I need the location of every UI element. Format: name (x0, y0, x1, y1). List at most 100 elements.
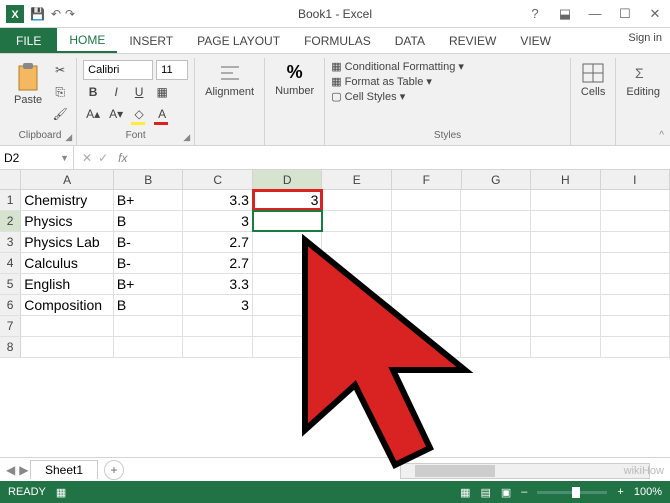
cell[interactable] (601, 337, 670, 357)
cell[interactable]: B (114, 295, 184, 315)
row-header[interactable]: 3 (0, 232, 21, 252)
tab-insert[interactable]: INSERT (117, 28, 185, 53)
font-color-icon[interactable]: A (152, 104, 172, 124)
copy-icon[interactable]: ⎘ (50, 82, 70, 102)
cell[interactable] (531, 253, 601, 273)
help-icon[interactable]: ? (520, 0, 550, 28)
tab-data[interactable]: DATA (383, 28, 437, 53)
sheet-tab[interactable]: Sheet1 (30, 460, 98, 479)
tab-review[interactable]: REVIEW (437, 28, 508, 53)
cell[interactable]: 3.3 (183, 190, 253, 210)
font-name-select[interactable] (83, 60, 153, 80)
font-size-select[interactable] (156, 60, 188, 80)
cell[interactable] (322, 295, 392, 315)
undo-icon[interactable]: ↶ (51, 7, 61, 21)
cell[interactable] (601, 190, 670, 210)
cells-button[interactable]: Cells (577, 60, 609, 100)
cell[interactable] (461, 211, 531, 231)
cell[interactable] (601, 316, 670, 336)
cell[interactable]: 3 (183, 211, 253, 231)
fx-icon[interactable]: fx (114, 151, 127, 165)
cell[interactable] (601, 232, 670, 252)
tab-page-layout[interactable]: PAGE LAYOUT (185, 28, 292, 53)
cell[interactable] (461, 253, 531, 273)
ribbon-display-icon[interactable]: ⬓ (550, 0, 580, 28)
redo-icon[interactable]: ↷ (65, 7, 75, 21)
col-header[interactable]: G (462, 170, 532, 189)
cell[interactable]: B- (114, 232, 184, 252)
tab-file[interactable]: FILE (0, 28, 57, 53)
col-header[interactable]: A (21, 170, 114, 189)
view-pagebreak-icon[interactable]: ▣ (501, 486, 511, 499)
cell[interactable]: 3.3 (183, 274, 253, 294)
conditional-formatting-button[interactable]: ▦ Conditional Formatting ▾ (331, 60, 564, 73)
row-header[interactable]: 1 (0, 190, 21, 210)
cell[interactable] (461, 232, 531, 252)
chevron-down-icon[interactable]: ▼ (60, 153, 69, 163)
cell[interactable] (21, 337, 114, 357)
col-header[interactable]: H (531, 170, 601, 189)
cell[interactable] (531, 211, 601, 231)
paste-button[interactable]: Paste (10, 60, 46, 108)
cell[interactable] (253, 274, 323, 294)
cell[interactable] (114, 316, 184, 336)
cell[interactable] (392, 274, 462, 294)
cell[interactable]: Physics (21, 211, 114, 231)
row-header[interactable]: 7 (0, 316, 21, 336)
tab-view[interactable]: VIEW (508, 28, 563, 53)
maximize-icon[interactable]: ☐ (610, 0, 640, 28)
cell[interactable] (253, 232, 323, 252)
cell[interactable] (531, 274, 601, 294)
collapse-ribbon-icon[interactable]: ^ (659, 130, 664, 141)
col-header[interactable]: D (253, 170, 323, 189)
name-box[interactable]: D2▼ (0, 146, 74, 169)
decrease-font-icon[interactable]: A▾ (106, 104, 126, 124)
row-header[interactable]: 2 (0, 211, 21, 231)
sheet-nav-prev-icon[interactable]: ◀ (6, 463, 15, 477)
clipboard-launcher-icon[interactable]: ◢ (65, 132, 72, 143)
cell[interactable] (461, 316, 531, 336)
cell[interactable]: 3 (183, 295, 253, 315)
col-header[interactable]: I (601, 170, 670, 189)
cell[interactable] (114, 337, 184, 357)
cell[interactable] (183, 316, 253, 336)
cell[interactable] (322, 316, 392, 336)
cell[interactable] (322, 232, 392, 252)
cell[interactable] (531, 337, 601, 357)
row-header[interactable]: 6 (0, 295, 21, 315)
cell[interactable] (253, 316, 323, 336)
cell[interactable] (253, 253, 323, 273)
underline-button[interactable]: U (129, 82, 149, 102)
editing-button[interactable]: Σ Editing (622, 60, 664, 100)
formula-input[interactable] (135, 146, 670, 169)
cell[interactable] (461, 190, 531, 210)
cell[interactable] (461, 295, 531, 315)
cell[interactable]: B+ (114, 274, 184, 294)
cell[interactable] (322, 337, 392, 357)
cell[interactable] (392, 295, 462, 315)
zoom-level[interactable]: 100% (634, 486, 662, 498)
cell[interactable] (322, 190, 392, 210)
cell[interactable] (601, 295, 670, 315)
view-layout-icon[interactable]: ▤ (480, 486, 490, 499)
format-as-table-button[interactable]: ▦ Format as Table ▾ (331, 75, 564, 88)
col-header[interactable]: C (183, 170, 253, 189)
cell[interactable] (601, 211, 670, 231)
cell[interactable] (531, 316, 601, 336)
bold-button[interactable]: B (83, 82, 103, 102)
cell[interactable]: Calculus (21, 253, 114, 273)
col-header[interactable]: F (392, 170, 462, 189)
cell[interactable]: English (21, 274, 114, 294)
cell[interactable] (531, 295, 601, 315)
fill-color-icon[interactable]: ◇ (129, 104, 149, 124)
cell[interactable]: Chemistry (21, 190, 114, 210)
cell[interactable]: 2.7 (183, 232, 253, 252)
tab-formulas[interactable]: FORMULAS (292, 28, 383, 53)
select-all-corner[interactable] (0, 170, 21, 189)
add-sheet-button[interactable]: + (104, 460, 124, 480)
cell[interactable] (183, 337, 253, 357)
cell[interactable] (392, 190, 462, 210)
cell[interactable]: B- (114, 253, 184, 273)
alignment-button[interactable]: Alignment (201, 60, 258, 100)
horizontal-scrollbar[interactable] (400, 463, 650, 479)
